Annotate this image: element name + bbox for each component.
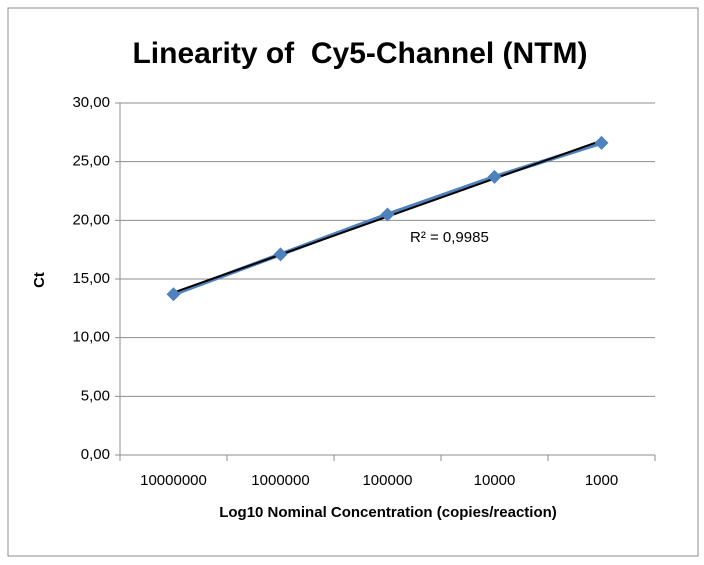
y-tick-label: 25,00: [72, 153, 110, 170]
annotation: R² = 0,9985: [410, 229, 489, 246]
data-point: [273, 247, 288, 262]
data-point: [594, 135, 609, 150]
x-tick-label: 10000000: [140, 472, 207, 489]
y-tick-label: 15,00: [72, 270, 110, 287]
x-tick-label: 10000: [474, 472, 516, 489]
chart-frame: [7, 7, 699, 557]
y-tick-label: 5,00: [81, 387, 110, 404]
x-tick-label: 1000000: [251, 472, 309, 489]
data-point: [380, 207, 395, 222]
y-tick-label: 0,00: [81, 446, 110, 463]
x-tick-label: 1000: [585, 472, 618, 489]
data-point: [487, 169, 502, 184]
x-tick-label: 100000: [362, 472, 412, 489]
data-point: [166, 287, 181, 302]
y-tick-label: 30,00: [72, 94, 110, 111]
y-axis-label: Ct: [31, 272, 48, 288]
x-axis-label: Log10 Nominal Concentration (copies/reac…: [219, 504, 557, 521]
chart-title: Linearity of Cy5-Channel (NTM): [132, 37, 587, 70]
y-tick-label: 20,00: [72, 211, 110, 228]
y-tick-label: 10,00: [72, 329, 110, 346]
